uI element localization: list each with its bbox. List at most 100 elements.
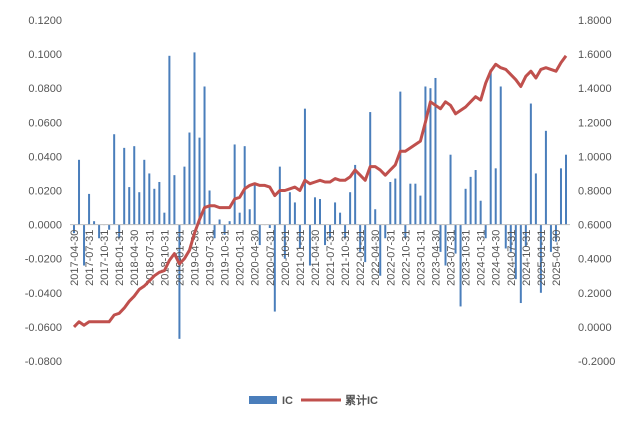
legend-ic-swatch <box>249 396 277 404</box>
ic-bar <box>258 224 261 246</box>
ic-bar <box>243 146 246 225</box>
x-tick-label: 2025-04-30 <box>551 230 563 286</box>
ic-bar <box>434 77 437 225</box>
ic-bar <box>494 168 497 225</box>
x-tick-label: 2020-10-31 <box>280 230 292 286</box>
ic-bar <box>208 190 211 225</box>
ic-bar <box>449 154 452 225</box>
ic-bar <box>504 224 507 249</box>
ic-bar <box>549 224 552 252</box>
ic-bar <box>148 173 151 225</box>
left-tick-label: -0.0400 <box>25 288 62 300</box>
right-tick-label: 1.8000 <box>578 15 612 27</box>
ic-bar <box>394 178 397 225</box>
ic-bar <box>499 86 502 225</box>
ic-bar <box>278 166 281 225</box>
left-tick-label: 0.0000 <box>28 220 62 232</box>
ic-bar <box>509 224 512 252</box>
left-tick-label: 0.0200 <box>28 186 62 198</box>
left-tick-label: -0.0200 <box>25 254 62 266</box>
ic-bar <box>133 146 136 225</box>
left-tick-label: -0.0600 <box>25 322 62 334</box>
x-tick-label: 2022-10-31 <box>400 230 412 286</box>
right-tick-label: 1.0000 <box>578 151 612 163</box>
ic-bar <box>384 224 387 239</box>
x-tick-label: 2023-10-31 <box>461 230 473 286</box>
ic-bar <box>399 91 402 225</box>
left-tick-label: 0.1000 <box>28 49 62 61</box>
left-tick-label: 0.0600 <box>28 117 62 129</box>
ic-bar <box>334 202 337 225</box>
ic-bar <box>539 224 542 293</box>
ic-bar <box>183 166 186 225</box>
right-tick-label: 1.2000 <box>578 117 612 129</box>
ic-bar <box>203 86 206 225</box>
left-tick-label: 0.1200 <box>28 15 62 27</box>
ic-bar <box>439 224 442 252</box>
right-tick-label: 0.8000 <box>578 186 612 198</box>
right-tick-label: 0.4000 <box>578 254 612 266</box>
x-tick-label: 2021-01-31 <box>295 230 307 286</box>
left-tick-label: 0.0800 <box>28 83 62 95</box>
ic-bar <box>414 183 417 225</box>
x-tick-label: 2019-04-30 <box>189 230 201 286</box>
ic-bar <box>359 224 362 252</box>
x-tick-label: 2017-07-31 <box>84 230 96 286</box>
ic-bar <box>409 183 412 225</box>
ic-bar <box>118 224 121 239</box>
ic-bar <box>364 224 367 263</box>
ic-bar <box>349 192 352 225</box>
ic-bar <box>319 199 321 225</box>
ic-bar <box>173 175 176 225</box>
x-tick-label: 2017-10-31 <box>99 230 111 286</box>
x-tick-label: 2021-07-31 <box>325 230 337 286</box>
ic-bar <box>288 192 291 225</box>
ic-bar <box>198 137 201 225</box>
x-tick-label: 2022-04-30 <box>370 230 382 286</box>
ic-bar <box>329 224 332 239</box>
ic-bar <box>554 224 557 242</box>
x-tick-label: 2018-01-31 <box>114 230 126 286</box>
ic-bar <box>429 88 432 225</box>
x-tick-label: 2020-07-31 <box>265 230 277 286</box>
x-tick-label: 2024-01-31 <box>476 230 488 286</box>
x-tick-label: 2019-07-31 <box>205 230 217 286</box>
ic-bar <box>379 224 382 276</box>
right-tick-label: -0.2000 <box>578 356 615 368</box>
ic-bar <box>404 224 407 239</box>
ic-bar <box>248 209 251 225</box>
right-tick-label: 0.6000 <box>578 220 612 232</box>
ic-bar <box>73 224 75 234</box>
ic-bar <box>313 197 316 225</box>
ic-bar <box>534 173 537 225</box>
ic-bar <box>524 224 527 247</box>
ic-bar <box>78 159 81 225</box>
ic-bar <box>193 52 196 225</box>
ic-bar <box>218 219 221 225</box>
x-tick-label: 2023-07-31 <box>446 230 458 286</box>
x-tick-label: 2021-04-30 <box>310 230 322 286</box>
ic-bar <box>158 181 161 225</box>
ic-bar <box>474 170 477 225</box>
ic-bar <box>233 144 236 225</box>
ic-bar <box>489 69 492 225</box>
x-tick-label: 2024-04-30 <box>491 230 503 286</box>
ic-bar <box>163 212 166 225</box>
left-axis: 0.1200 0.1000 0.0800 0.0600 0.0400 0.0200 0.00… <box>25 15 62 368</box>
right-tick-label: 0.2000 <box>578 288 612 300</box>
x-tick-label: 2020-01-31 <box>235 230 247 286</box>
x-tick-label: 2024-10-31 <box>521 230 533 286</box>
ic-bar <box>374 209 377 225</box>
ic-bar <box>113 134 116 225</box>
x-tick-label: 2020-04-30 <box>250 230 262 286</box>
x-tick-label: 2017-04-30 <box>69 230 81 286</box>
x-tick-label: 2025-01-31 <box>536 230 548 286</box>
legend-ic-label: IC <box>282 395 293 407</box>
ic-bar <box>464 188 467 225</box>
ic-bar <box>168 55 171 225</box>
ic-bar <box>283 224 286 259</box>
ic-bar <box>479 200 482 225</box>
ic-bar <box>108 224 111 230</box>
ic-bar <box>253 183 256 225</box>
x-tick-label: 2018-04-30 <box>129 230 141 286</box>
